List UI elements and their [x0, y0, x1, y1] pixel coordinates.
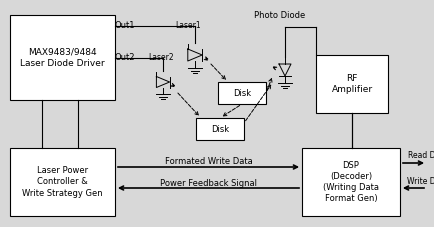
Text: Out2: Out2 — [115, 54, 135, 62]
Text: Out1: Out1 — [115, 22, 135, 30]
Bar — [196, 118, 243, 140]
Text: Formated Write Data: Formated Write Data — [164, 158, 252, 166]
Text: DSP
(Decoder)
(Writing Data
Format Gen): DSP (Decoder) (Writing Data Format Gen) — [322, 161, 378, 203]
Bar — [217, 82, 265, 104]
Text: Photo Diode: Photo Diode — [254, 10, 305, 20]
Text: Laser2: Laser2 — [148, 54, 173, 62]
Text: Read Data: Read Data — [407, 151, 434, 160]
Text: Disk: Disk — [210, 124, 229, 133]
Text: Laser Power
Controller &
Write Strategy Gen: Laser Power Controller & Write Strategy … — [22, 166, 102, 197]
Text: RF
Amplifier: RF Amplifier — [331, 74, 372, 94]
Text: Power Feedback Signal: Power Feedback Signal — [160, 178, 256, 188]
Bar — [10, 148, 115, 216]
Bar — [315, 55, 387, 113]
Text: Write Data: Write Data — [406, 177, 434, 185]
Text: Laser1: Laser1 — [174, 22, 200, 30]
Text: MAX9483/9484
Laser Diode Driver: MAX9483/9484 Laser Diode Driver — [20, 47, 105, 68]
Bar — [10, 15, 115, 100]
Text: Disk: Disk — [232, 89, 250, 98]
Bar — [301, 148, 399, 216]
